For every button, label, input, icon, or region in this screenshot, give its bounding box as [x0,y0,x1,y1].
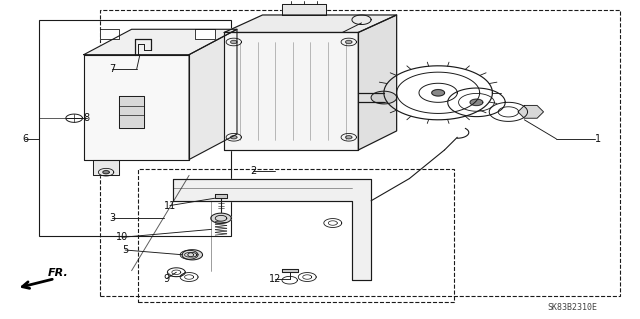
Polygon shape [346,136,352,139]
Polygon shape [195,29,214,39]
Polygon shape [358,15,397,150]
Text: FR.: FR. [47,268,68,278]
Polygon shape [93,160,119,175]
Polygon shape [432,90,445,96]
Text: SK83B2310E: SK83B2310E [547,303,597,312]
Polygon shape [100,29,119,39]
Polygon shape [518,106,543,118]
Text: 10: 10 [116,232,128,242]
Polygon shape [282,269,298,272]
Polygon shape [230,41,237,44]
Bar [100,10,620,296]
Polygon shape [224,15,397,33]
Polygon shape [182,250,202,260]
Polygon shape [84,55,189,160]
Polygon shape [119,96,145,128]
Polygon shape [371,91,397,104]
Text: 1: 1 [595,134,601,144]
Polygon shape [470,99,483,106]
Polygon shape [173,179,371,280]
Polygon shape [103,171,109,174]
Text: 7: 7 [109,64,116,74]
Text: 12: 12 [269,274,282,284]
Polygon shape [84,29,237,55]
Polygon shape [224,33,358,150]
Text: 6: 6 [22,134,28,144]
Text: 8: 8 [84,113,90,123]
Text: 9: 9 [164,274,170,284]
Bar [39,20,230,236]
Text: 11: 11 [164,201,176,211]
Polygon shape [211,213,231,223]
Polygon shape [346,41,352,44]
Text: 3: 3 [109,213,115,223]
Bar [138,169,454,302]
Text: 2: 2 [250,166,256,176]
Polygon shape [282,4,326,15]
Polygon shape [189,29,237,160]
Polygon shape [230,136,237,139]
Polygon shape [214,195,227,198]
Text: 5: 5 [122,245,129,255]
